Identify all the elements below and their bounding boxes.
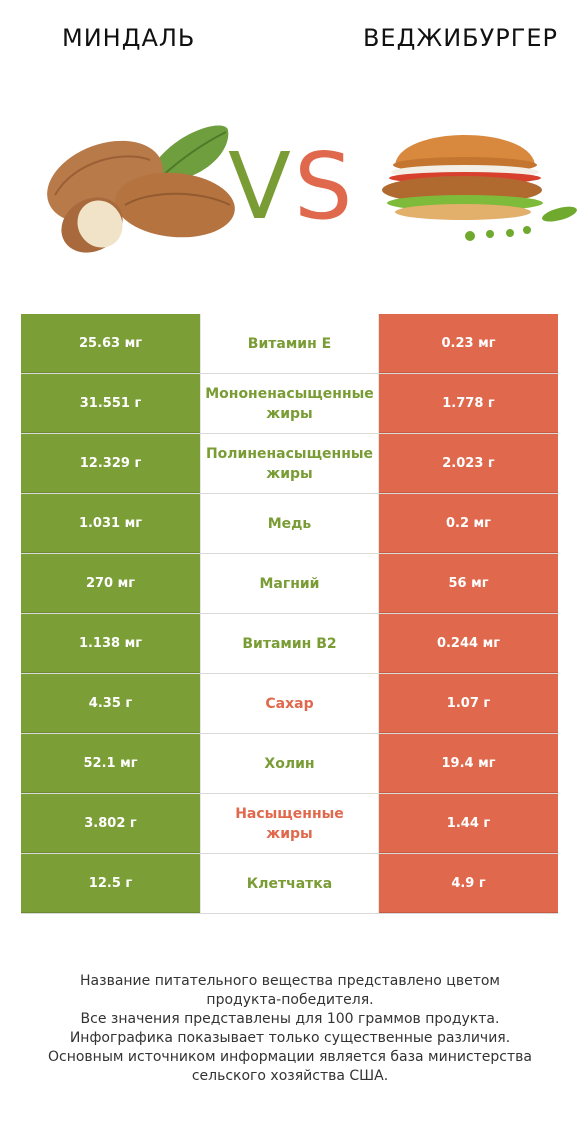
left-value: 1.138 мг [21, 614, 200, 673]
table-row: 31.551 г Мононенасыщенные жиры 1.778 г [21, 374, 558, 434]
right-value: 56 мг [379, 554, 558, 613]
nutrient-name-line: Холин [264, 755, 315, 772]
nutrient-name-line: Медь [267, 515, 312, 532]
vs-s-letter: S [294, 133, 352, 240]
nutrient-name: Сахар [200, 674, 379, 733]
footer-line: Инфографика показывает только существенн… [69, 1030, 511, 1046]
footer-line: Основным источником информации является … [48, 1049, 532, 1065]
right-value: 1.07 г [379, 674, 558, 733]
right-value: 19.4 мг [379, 734, 558, 793]
nutrient-name-line: Насыщенные [235, 805, 344, 822]
left-value: 1.031 мг [21, 494, 200, 553]
table-row: 25.63 мг Витамин E 0.23 мг [21, 314, 558, 374]
right-value: 2.023 г [379, 434, 558, 493]
nutrient-name: Полиненасыщенные жиры [200, 434, 379, 493]
nutrient-name: Магний [200, 554, 379, 613]
footer-line: Все значения представлены для 100 граммо… [80, 1011, 500, 1027]
nutrient-name: Витамин E [200, 314, 379, 373]
table-row: 270 мг Магний 56 мг [21, 554, 558, 614]
footer-line: сельского хозяйства США. [191, 1068, 389, 1084]
nutrient-name-line: жиры [266, 825, 313, 842]
nutrient-name-line: Полиненасыщенные [205, 445, 374, 462]
nutrient-name-line: Сахар [265, 695, 314, 712]
left-value: 12.329 г [21, 434, 200, 493]
nutrient-name: Медь [200, 494, 379, 553]
veggie-burger-image [382, 135, 577, 241]
left-value: 4.35 г [21, 674, 200, 733]
right-value: 1.778 г [379, 374, 558, 433]
footer-line: продукта-победителя. [206, 992, 374, 1008]
right-value: 0.23 мг [379, 314, 558, 373]
table-row: 12.5 г Клетчатка 4.9 г [21, 854, 558, 914]
table-row: 1.031 мг Медь 0.2 мг [21, 494, 558, 554]
footer-line: Название питательного вещества представл… [80, 973, 500, 989]
nutrient-name: Мононенасыщенные жиры [200, 374, 379, 433]
nutrient-name-line: Витамин E [247, 335, 332, 352]
vs-v-letter: V [228, 133, 291, 240]
almond-image [47, 125, 235, 253]
nutrient-name-line: жиры [266, 465, 313, 482]
nutrient-name: Витамин B2 [200, 614, 379, 673]
right-product-title: ВЕДЖИБУРГЕР [362, 24, 558, 52]
right-value: 1.44 г [379, 794, 558, 853]
right-value: 0.2 мг [379, 494, 558, 553]
left-value: 3.802 г [21, 794, 200, 853]
nutrient-name: Холин [200, 734, 379, 793]
nutrient-name-line: Мононенасыщенные [205, 385, 374, 402]
left-value: 25.63 мг [21, 314, 200, 373]
nutrient-name: Насыщенные жиры [200, 794, 379, 853]
left-value: 31.551 г [21, 374, 200, 433]
right-value: 0.244 мг [379, 614, 558, 673]
left-value: 52.1 мг [21, 734, 200, 793]
nutrient-name-line: жиры [266, 405, 313, 422]
table-row: 3.802 г Насыщенные жиры 1.44 г [21, 794, 558, 854]
left-value: 270 мг [21, 554, 200, 613]
footer-note: Название питательного вещества представл… [20, 972, 560, 1086]
comparison-table: 25.63 мг Витамин E 0.23 мг 31.551 г Мононена… [21, 314, 558, 914]
nutrient-name-line: Клетчатка [246, 875, 333, 892]
nutrient-name-line: Магний [259, 575, 320, 592]
right-value: 4.9 г [379, 854, 558, 913]
table-row: 1.138 мг Витамин B2 0.244 мг [21, 614, 558, 674]
left-product-title: МИНДАЛЬ [62, 24, 196, 52]
hero-illustration: V S [47, 125, 577, 253]
table-row: 12.329 г Полиненасыщенные жиры 2.023 г [21, 434, 558, 494]
nutrient-name: Клетчатка [200, 854, 379, 913]
nutrient-name-line: Витамин B2 [242, 635, 337, 652]
table-row: 4.35 г Сахар 1.07 г [21, 674, 558, 734]
table-row: 52.1 мг Холин 19.4 мг [21, 734, 558, 794]
left-value: 12.5 г [21, 854, 200, 913]
